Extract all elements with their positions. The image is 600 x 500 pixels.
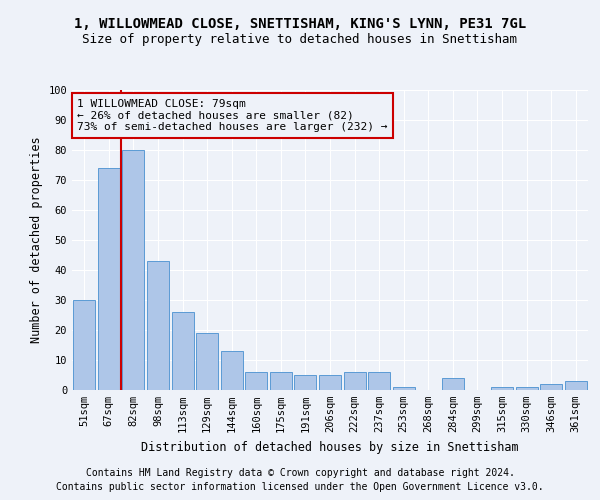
Bar: [147, 261, 169, 390]
Bar: [491, 387, 513, 390]
Bar: [98, 168, 120, 390]
Bar: [245, 372, 268, 390]
X-axis label: Distribution of detached houses by size in Snettisham: Distribution of detached houses by size …: [141, 440, 519, 454]
Text: Contains HM Land Registry data © Crown copyright and database right 2024.: Contains HM Land Registry data © Crown c…: [86, 468, 514, 477]
Bar: [196, 333, 218, 390]
Bar: [221, 351, 243, 390]
Text: Contains public sector information licensed under the Open Government Licence v3: Contains public sector information licen…: [56, 482, 544, 492]
Bar: [515, 387, 538, 390]
Bar: [73, 300, 95, 390]
Text: Size of property relative to detached houses in Snettisham: Size of property relative to detached ho…: [83, 32, 517, 46]
Bar: [122, 150, 145, 390]
Text: 1 WILLOWMEAD CLOSE: 79sqm
← 26% of detached houses are smaller (82)
73% of semi-: 1 WILLOWMEAD CLOSE: 79sqm ← 26% of detac…: [77, 99, 388, 132]
Bar: [392, 387, 415, 390]
Bar: [540, 384, 562, 390]
Bar: [368, 372, 390, 390]
Bar: [319, 375, 341, 390]
Bar: [270, 372, 292, 390]
Bar: [565, 381, 587, 390]
Bar: [295, 375, 316, 390]
Y-axis label: Number of detached properties: Number of detached properties: [30, 136, 43, 344]
Text: 1, WILLOWMEAD CLOSE, SNETTISHAM, KING'S LYNN, PE31 7GL: 1, WILLOWMEAD CLOSE, SNETTISHAM, KING'S …: [74, 18, 526, 32]
Bar: [344, 372, 365, 390]
Bar: [442, 378, 464, 390]
Bar: [172, 312, 194, 390]
